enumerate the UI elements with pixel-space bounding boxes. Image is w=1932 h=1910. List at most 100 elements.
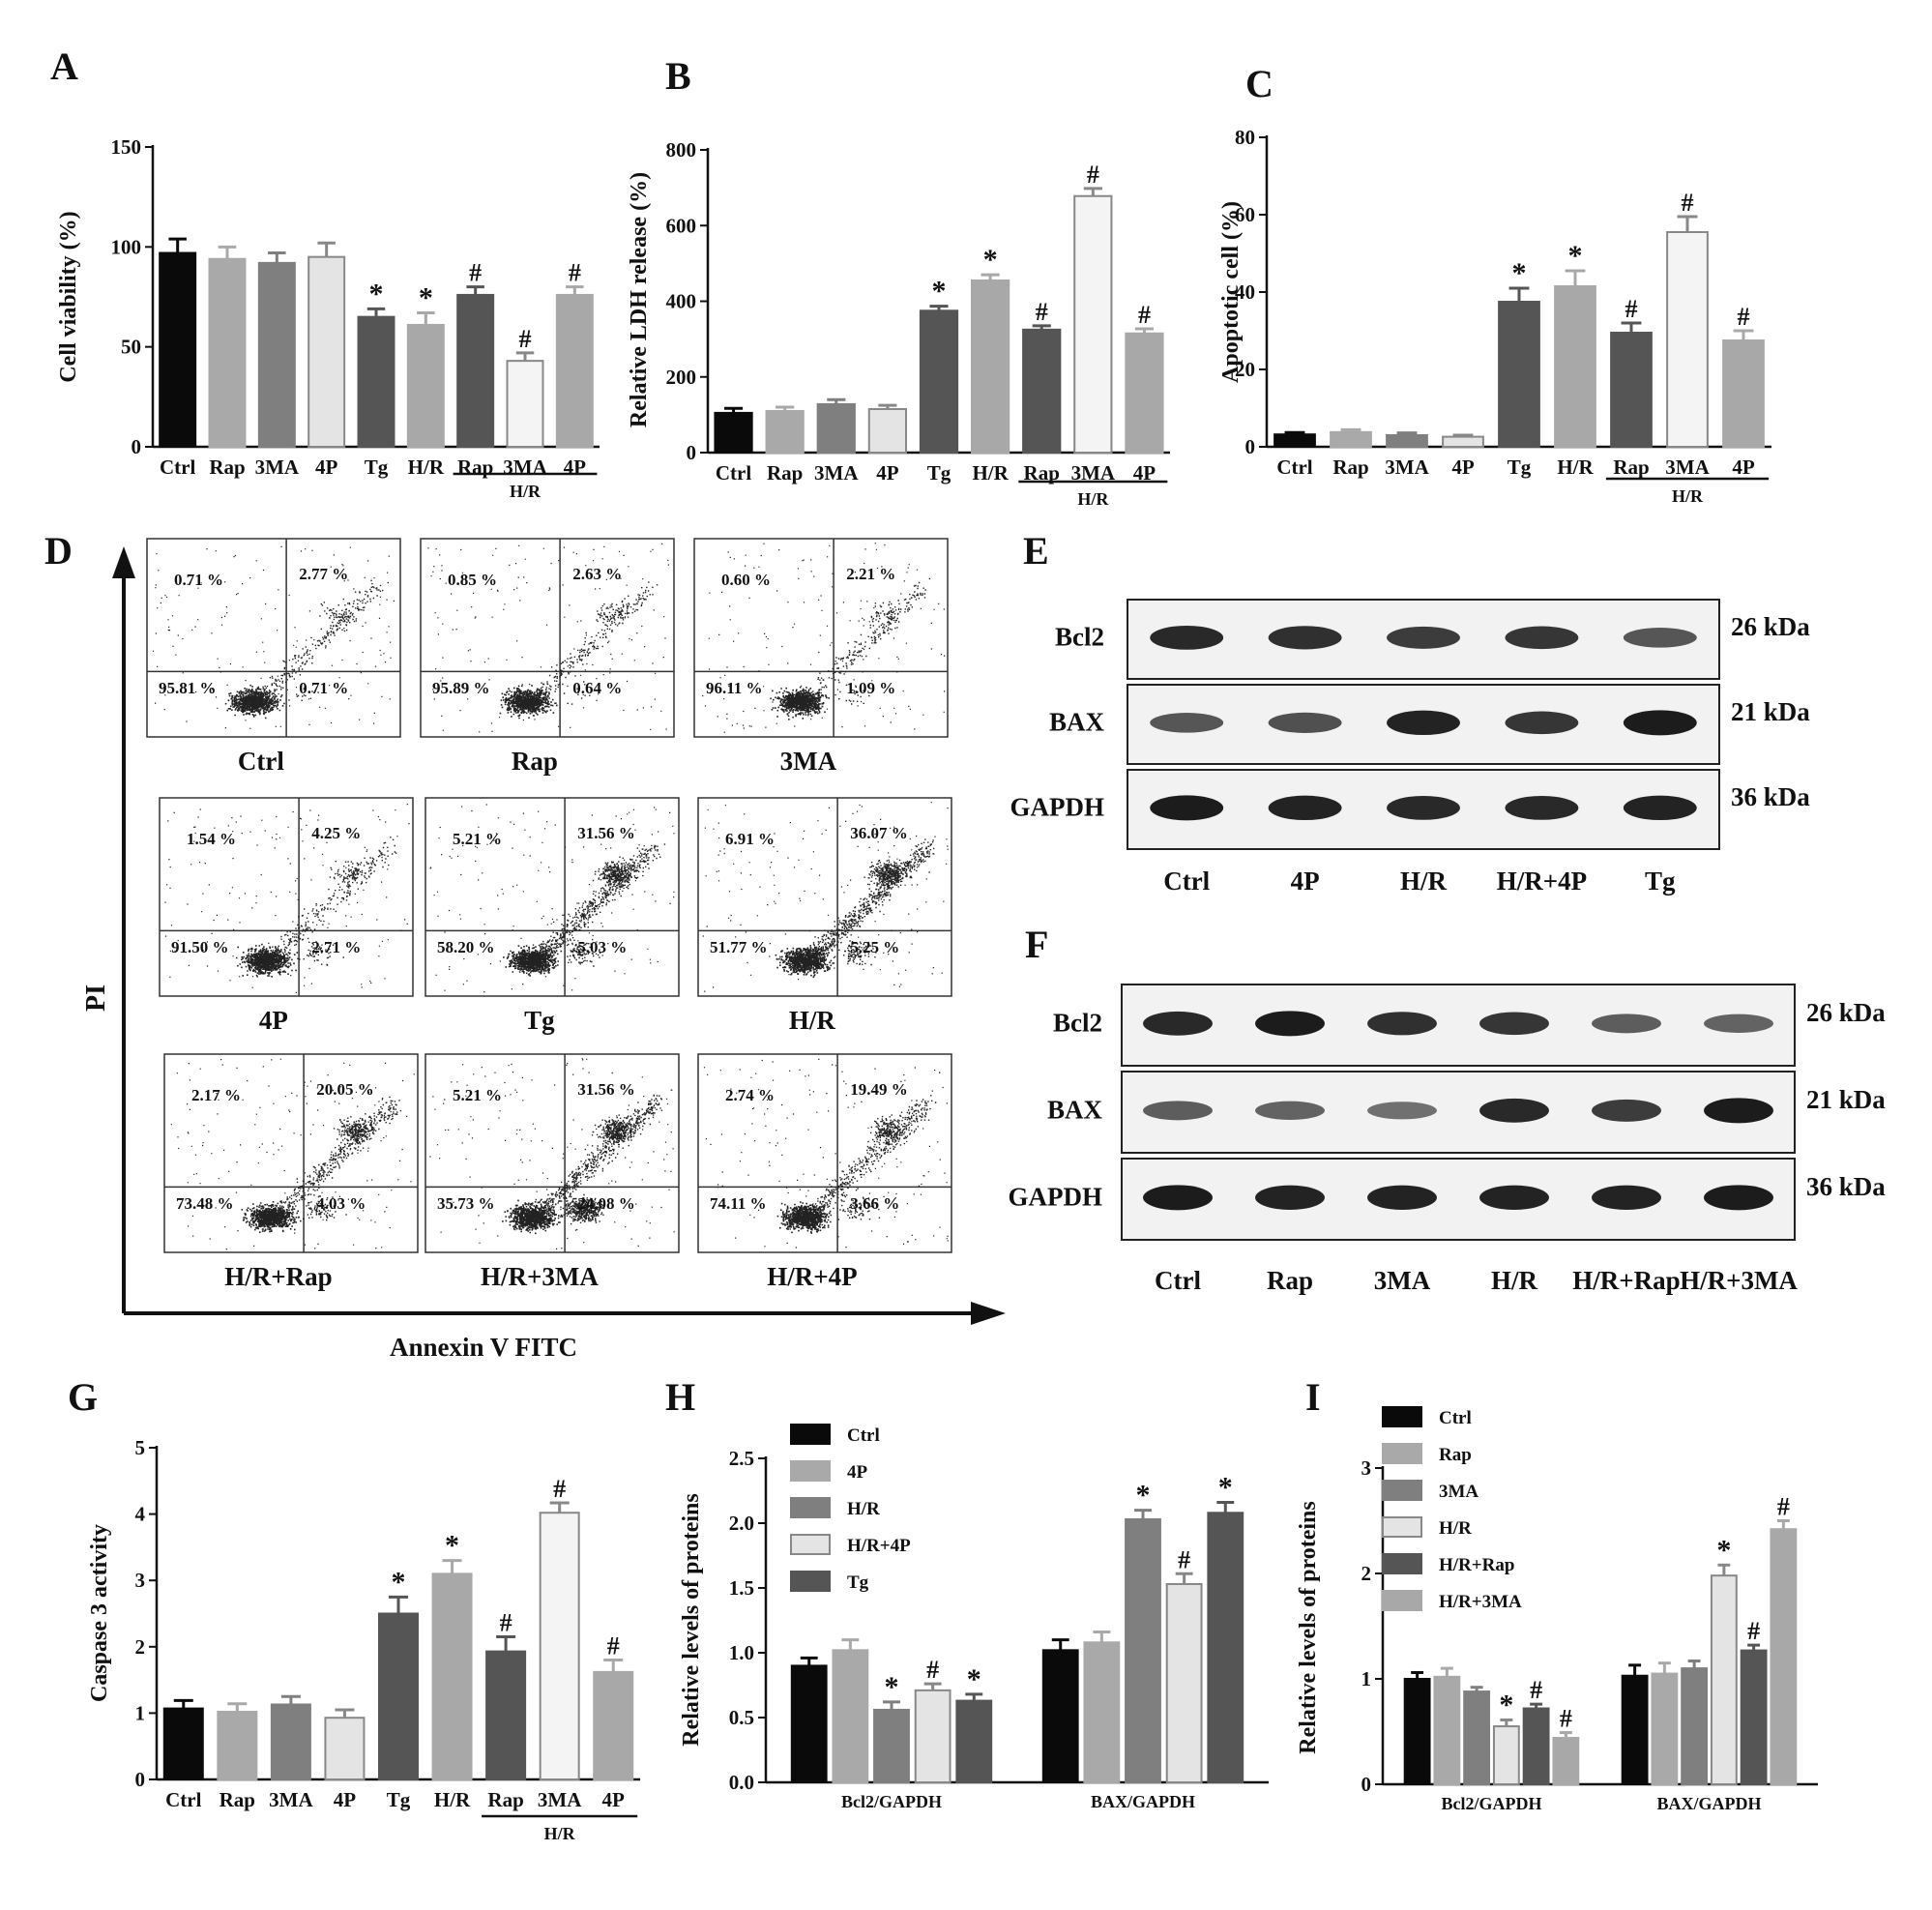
significance-mark: # [519, 325, 532, 353]
band [1255, 1185, 1325, 1211]
flow-plot: 2.17 % 20.05 % 73.48 % 4.03 % H/R+Rap [163, 1053, 419, 1291]
panel-letter: G [68, 1375, 98, 1419]
significance-mark: # [1738, 303, 1750, 331]
bar [1125, 332, 1164, 455]
y-tick-label: 0.5 [729, 1706, 754, 1729]
significance-mark: # [1138, 301, 1151, 329]
chart-G: 0 1 2 3 4 5 Caspase 3 activity Ctrl Rap 3MA 4P * Tg *… [87, 1436, 640, 1843]
quadrant-lower-right: 4.03 % [316, 1194, 366, 1213]
significance-mark: * [885, 1671, 899, 1703]
significance-mark: * [419, 282, 433, 314]
bar [485, 1650, 527, 1781]
y-tick-label: 800 [666, 138, 697, 162]
bar [867, 408, 908, 455]
quadrant-upper-left: 6.91 % [725, 830, 775, 848]
panel-letter: F [1025, 923, 1048, 966]
legend-label: 3MA [1439, 1482, 1478, 1502]
lane-label: H/R+3MA [1680, 1266, 1798, 1295]
y-tick-label: 600 [666, 214, 697, 237]
band [1268, 626, 1342, 650]
legend-swatch [1382, 1443, 1422, 1464]
plot-label: 4P [259, 1006, 288, 1035]
bar [1621, 1674, 1649, 1785]
y-tick-label: 200 [666, 366, 697, 389]
bar [431, 1572, 473, 1780]
group-label: H/R [1077, 489, 1109, 509]
x-category-label: BAX/GAPDH [1091, 1792, 1195, 1811]
bar [832, 1649, 869, 1783]
band [1150, 625, 1224, 650]
y-tick-label: 0.0 [729, 1771, 754, 1794]
significance-mark: * [932, 276, 947, 308]
bar [873, 1708, 910, 1783]
band [1255, 1101, 1325, 1121]
bar [1666, 231, 1709, 448]
quadrant-upper-right: 31.56 % [577, 824, 635, 842]
y-tick-label: 400 [666, 290, 697, 313]
band [1268, 795, 1342, 821]
bar [324, 1717, 366, 1781]
plot-frame [697, 1053, 952, 1253]
bar [208, 257, 247, 448]
x-tick-label: Rap [767, 461, 803, 485]
quadrant-lower-left: 74.11 % [710, 1194, 767, 1213]
x-tick-label: H/R [1557, 455, 1594, 479]
x-tick-label: 4P [334, 1788, 357, 1811]
band [1387, 626, 1460, 649]
y-axis-label: Cell viability (%) [56, 211, 81, 382]
band [1479, 1185, 1549, 1211]
bar [357, 315, 395, 448]
kda-label: 26 kDa [1731, 612, 1810, 641]
x-tick-label: 3MA [269, 1788, 313, 1811]
y-tick-label: 40 [1235, 280, 1255, 304]
bar [1433, 1675, 1461, 1785]
y-tick-label: 150 [111, 135, 142, 159]
significance-mark: * [983, 244, 998, 276]
bar [162, 1707, 204, 1781]
quadrant-upper-left: 0.71 % [174, 571, 223, 589]
bar [1125, 1517, 1161, 1783]
x-tick-label: Rap [457, 455, 493, 479]
group-label: H/R [544, 1824, 576, 1843]
flow-cytometry-panel: 0.71 % 2.77 % 95.81 % 0.71 % Ctrl 0.85 % 2.63 … [81, 538, 1006, 1362]
significance-mark: # [569, 259, 581, 287]
flow-plot: 6.91 % 36.07 % 51.77 % 5.25 % H/R [697, 797, 952, 1035]
x-tick-label: 3MA [1385, 455, 1429, 479]
protein-label: BAX [1049, 708, 1105, 737]
quadrant-upper-left: 2.74 % [725, 1086, 775, 1104]
legend-label: H/R+3MA [1439, 1592, 1522, 1612]
quadrant-lower-left: 51.77 % [710, 938, 768, 956]
band [1623, 710, 1697, 736]
scatter-points [427, 543, 669, 733]
western-blot-panels: Bcl2 26 kDa BAX 21 kDa GAPDH 36 kDa Ctrl 4P H/R H… [1009, 599, 1886, 1295]
significance-mark: * [1499, 1690, 1513, 1721]
plot-label: H/R+4P [767, 1262, 857, 1291]
quadrant-upper-left: 5.21 % [453, 1086, 502, 1104]
plot-frame [159, 797, 414, 997]
band [1255, 1011, 1325, 1037]
band [1592, 1014, 1661, 1034]
y-tick-label: 1.5 [729, 1576, 754, 1600]
quadrant-lower-left: 73.48 % [176, 1194, 234, 1213]
x-category-label: Bcl2/GAPDH [1442, 1794, 1542, 1813]
quadrant-lower-right: 3.66 % [850, 1194, 899, 1213]
significance-mark: * [1218, 1472, 1233, 1504]
x-tick-label: Rap [1613, 455, 1649, 479]
y-tick-label: 2 [135, 1635, 146, 1659]
panel-letter: C [1245, 62, 1273, 105]
quadrant-lower-right: 0.64 % [572, 679, 622, 697]
annexin-axis-label: Annexin V FITC [390, 1333, 577, 1362]
band [1623, 628, 1697, 648]
quadrant-lower-right: 24.08 % [577, 1194, 635, 1213]
chart-B: 0 200 400 600 800 Relative LDH release (%) Ctr… [627, 138, 1170, 509]
significance-mark: * [369, 278, 384, 309]
bar [1554, 285, 1596, 448]
bar [1610, 332, 1653, 448]
blot-F: Bcl2 26 kDa BAX 21 kDa GAPDH 36 kDa Ctrl Rap 3MA… [1009, 984, 1886, 1295]
legend: Ctrl Rap 3MA H/R H/R+Rap H/R+3MA [1382, 1406, 1522, 1612]
y-tick-label: 50 [121, 336, 141, 359]
x-tick-label: 3MA [503, 455, 547, 479]
x-tick-label: H/R [434, 1788, 471, 1811]
lane-label: Tg [1645, 867, 1676, 896]
lane-label: H/R [1400, 867, 1448, 896]
